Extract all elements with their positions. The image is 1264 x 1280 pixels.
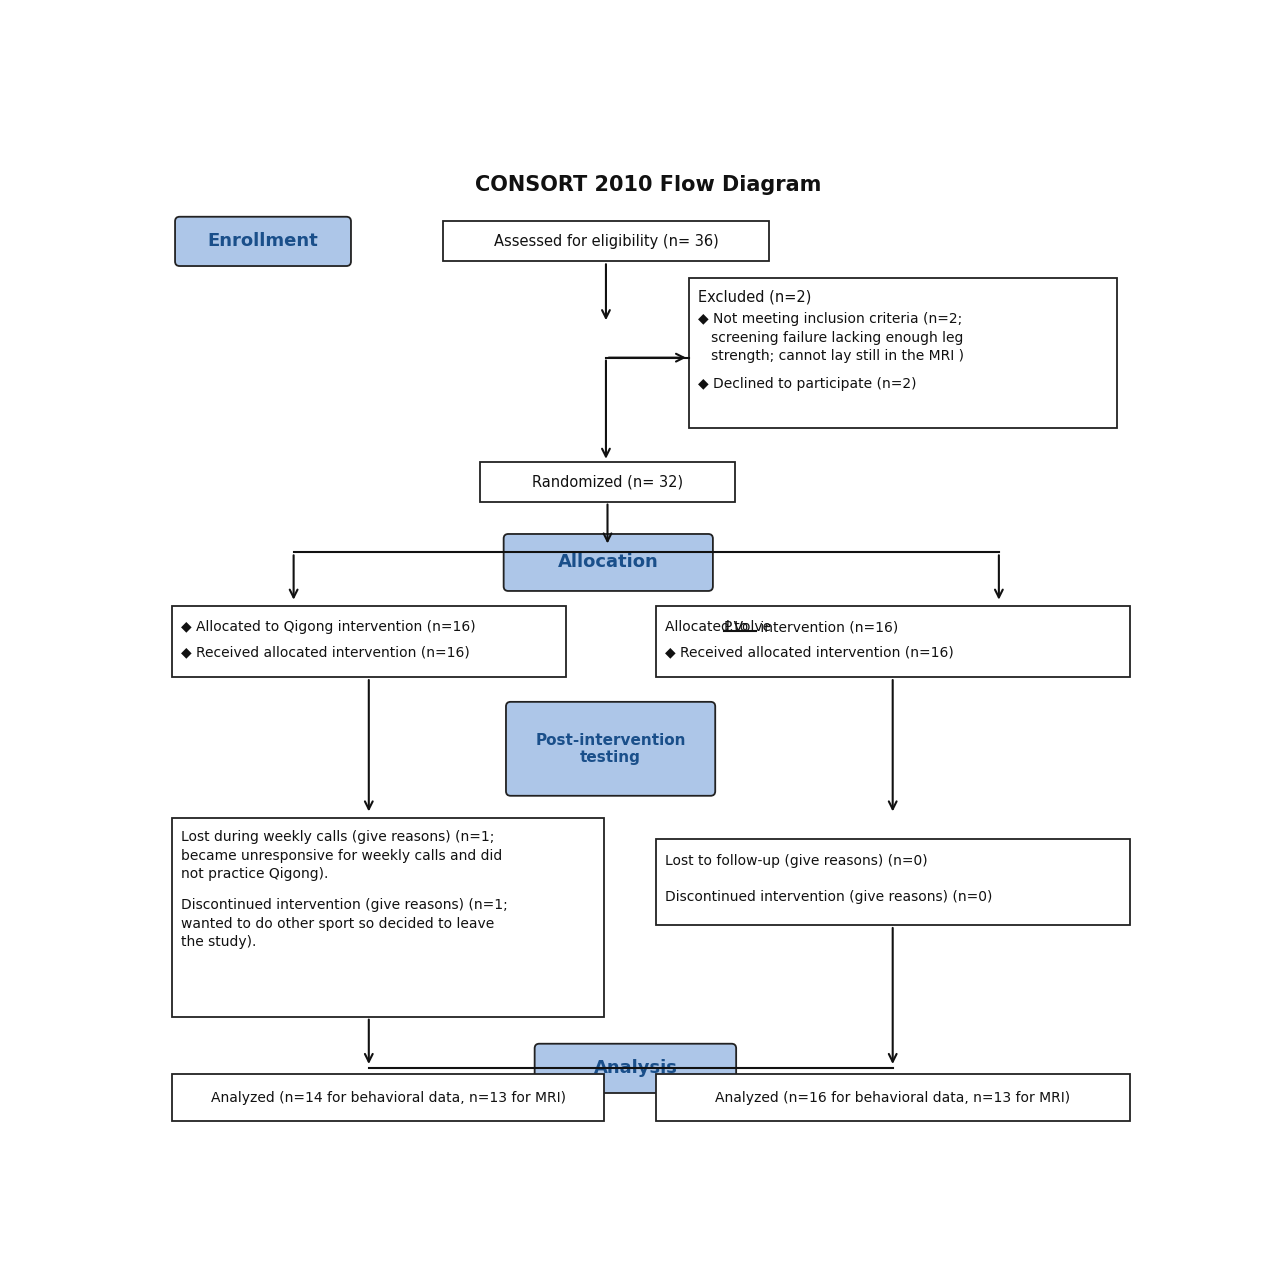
FancyBboxPatch shape — [535, 1043, 736, 1093]
FancyBboxPatch shape — [503, 534, 713, 591]
Text: ◆ Received allocated intervention (n=16): ◆ Received allocated intervention (n=16) — [181, 645, 470, 659]
Text: ◆ Not meeting inclusion criteria (n=2;: ◆ Not meeting inclusion criteria (n=2; — [698, 312, 962, 326]
Text: Lost during weekly calls (give reasons) (n=1;: Lost during weekly calls (give reasons) … — [181, 831, 494, 845]
Text: the study).: the study). — [181, 936, 257, 950]
Text: Randomized (n= 32): Randomized (n= 32) — [532, 474, 683, 489]
FancyBboxPatch shape — [174, 216, 351, 266]
FancyBboxPatch shape — [656, 838, 1130, 925]
Text: Discontinued intervention (give reasons) (n=1;: Discontinued intervention (give reasons)… — [181, 899, 508, 913]
Text: became unresponsive for weekly calls and did: became unresponsive for weekly calls and… — [181, 849, 503, 863]
FancyBboxPatch shape — [479, 462, 736, 502]
FancyBboxPatch shape — [689, 278, 1116, 429]
FancyBboxPatch shape — [656, 607, 1130, 677]
Text: wanted to do other sport so decided to leave: wanted to do other sport so decided to l… — [181, 916, 494, 931]
FancyBboxPatch shape — [506, 701, 715, 796]
Text: Lost to follow-up (give reasons) (n=0): Lost to follow-up (give reasons) (n=0) — [665, 854, 928, 868]
Text: Analyzed (n=16 for behavioral data, n=13 for MRI): Analyzed (n=16 for behavioral data, n=13… — [715, 1091, 1071, 1105]
Text: Assessed for eligibility (n= 36): Assessed for eligibility (n= 36) — [493, 234, 718, 248]
FancyBboxPatch shape — [172, 1074, 604, 1121]
Text: screening failure lacking enough leg: screening failure lacking enough leg — [698, 330, 963, 344]
Text: not practice Qigong).: not practice Qigong). — [181, 868, 329, 882]
Text: intervention (n=16): intervention (n=16) — [756, 621, 897, 634]
Text: ◆ Received allocated intervention (n=16): ◆ Received allocated intervention (n=16) — [665, 645, 953, 659]
FancyBboxPatch shape — [444, 221, 769, 261]
Text: CONSORT 2010 Flow Diagram: CONSORT 2010 Flow Diagram — [474, 175, 822, 195]
Text: Enrollment: Enrollment — [207, 233, 319, 251]
Text: Post-intervention
testing: Post-intervention testing — [536, 732, 686, 765]
Text: Allocated to: Allocated to — [665, 621, 752, 634]
Text: Excluded (n=2): Excluded (n=2) — [698, 289, 811, 305]
Text: Discontinued intervention (give reasons) (n=0): Discontinued intervention (give reasons)… — [665, 890, 992, 904]
Text: P.Volve: P.Volve — [724, 621, 772, 634]
Text: ◆ Allocated to Qigong intervention (n=16): ◆ Allocated to Qigong intervention (n=16… — [181, 621, 475, 634]
FancyBboxPatch shape — [172, 818, 604, 1016]
Text: Allocation: Allocation — [557, 553, 659, 571]
Text: Analyzed (n=14 for behavioral data, n=13 for MRI): Analyzed (n=14 for behavioral data, n=13… — [211, 1091, 566, 1105]
FancyBboxPatch shape — [656, 1074, 1130, 1121]
Text: strength; cannot lay still in the MRI ): strength; cannot lay still in the MRI ) — [698, 349, 964, 364]
Text: Analysis: Analysis — [594, 1060, 678, 1078]
Text: ◆ Declined to participate (n=2): ◆ Declined to participate (n=2) — [698, 376, 916, 390]
FancyBboxPatch shape — [172, 607, 566, 677]
